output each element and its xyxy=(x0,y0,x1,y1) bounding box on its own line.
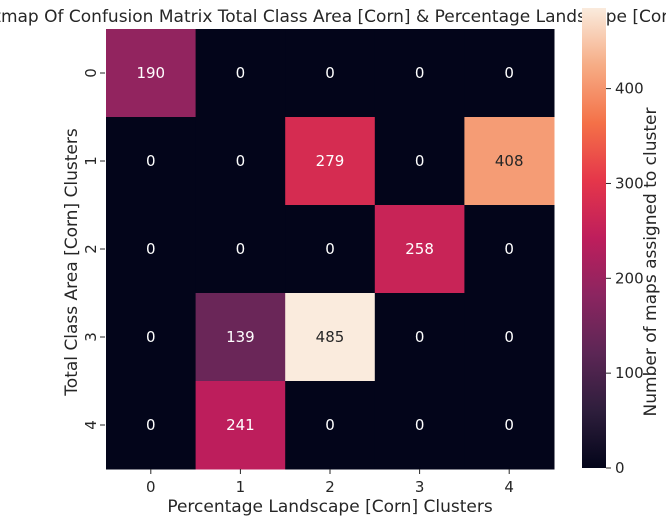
x-tick-label: 4 xyxy=(504,478,514,496)
x-tick-label: 1 xyxy=(236,478,246,496)
heatmap-cell xyxy=(195,117,286,206)
cell-value-label: 0 xyxy=(415,64,425,82)
cell-value-label: 0 xyxy=(504,416,514,434)
heatmap-cell xyxy=(106,117,197,206)
heatmap-cell xyxy=(195,381,286,470)
heatmap-cell xyxy=(374,293,465,382)
cell-value-label: 0 xyxy=(236,240,246,258)
colorbar-label: Number of maps assigned to cluster xyxy=(641,108,661,417)
cell-value-label: 0 xyxy=(325,416,335,434)
cell-value-label: 408 xyxy=(495,152,524,170)
x-axis-ticks: 0 1 2 3 4 xyxy=(146,469,514,496)
x-axis-label: Percentage Landscape [Corn] Clusters xyxy=(167,497,493,517)
cell-value-label: 0 xyxy=(146,416,156,434)
heatmap-cell xyxy=(106,205,197,294)
colorbar xyxy=(582,8,606,468)
heatmap-cell xyxy=(106,29,197,118)
y-tick-label: 2 xyxy=(82,244,100,254)
cell-value-label: 0 xyxy=(325,240,335,258)
cell-value-label: 0 xyxy=(146,328,156,346)
x-tick-label: 0 xyxy=(146,478,156,496)
heatmap-cell xyxy=(464,205,555,294)
heatmap-cell xyxy=(285,205,376,294)
cell-value-label: 0 xyxy=(236,152,246,170)
y-tick-label: 0 xyxy=(82,68,100,78)
cell-value-label: 0 xyxy=(415,416,425,434)
heatmap-cell xyxy=(285,29,376,118)
heatmap-cell xyxy=(106,293,197,382)
heatmap-cell xyxy=(464,381,555,470)
cell-value-label: 258 xyxy=(405,240,434,258)
y-tick-label: 3 xyxy=(82,332,100,342)
cell-value-label: 0 xyxy=(146,240,156,258)
y-axis-label: Total Class Area [Corn] Clusters xyxy=(62,128,82,397)
cell-value-label: 0 xyxy=(325,64,335,82)
heatmap-cell xyxy=(374,381,465,470)
heatmap-cell xyxy=(464,29,555,118)
heatmap-cell xyxy=(106,381,197,470)
colorbar-ticks: 0 100 200 300 400 xyxy=(606,80,644,477)
x-tick-label: 2 xyxy=(325,478,335,496)
heatmap-cell xyxy=(195,205,286,294)
cell-value-label: 0 xyxy=(146,152,156,170)
cell-value-label: 0 xyxy=(236,64,246,82)
cell-value-label: 0 xyxy=(504,64,514,82)
heatmap-cell xyxy=(195,293,286,382)
heatmap-cell xyxy=(374,29,465,118)
cell-value-label: 190 xyxy=(136,64,165,82)
heatmap-cell xyxy=(285,117,376,206)
cell-value-label: 279 xyxy=(316,152,345,170)
cell-value-label: 485 xyxy=(316,328,345,346)
y-tick-label: 1 xyxy=(82,156,100,166)
heatmap-cell xyxy=(464,293,555,382)
colorbar-tick-label: 300 xyxy=(615,174,644,192)
x-tick-label: 3 xyxy=(415,478,425,496)
colorbar-tick-label: 400 xyxy=(615,80,644,98)
colorbar-tick-label: 200 xyxy=(615,269,644,287)
heatmap-cell xyxy=(464,117,555,206)
colorbar-tick-label: 0 xyxy=(615,459,625,477)
y-axis-ticks: 0 1 2 3 4 xyxy=(82,68,105,430)
heatmap-cell xyxy=(195,29,286,118)
chart-title: Heatmap Of Confusion Matrix Total Class … xyxy=(0,7,666,27)
heatmap-cell xyxy=(285,293,376,382)
heatmap-cells: 190 0 0 0 0 0 0 279 0 408 0 0 0 258 0 0 139 485 0 0 0 241 0 0 0 xyxy=(106,29,555,470)
cell-value-label: 0 xyxy=(415,328,425,346)
cell-value-label: 241 xyxy=(226,416,255,434)
heatmap-cell xyxy=(374,205,465,294)
cell-value-label: 0 xyxy=(504,328,514,346)
colorbar-tick-label: 100 xyxy=(615,364,644,382)
heatmap-cell xyxy=(374,117,465,206)
cell-value-label: 139 xyxy=(226,328,255,346)
cell-value-label: 0 xyxy=(504,240,514,258)
cell-value-label: 0 xyxy=(415,152,425,170)
heatmap-cell xyxy=(285,381,376,470)
y-tick-label: 4 xyxy=(82,420,100,430)
